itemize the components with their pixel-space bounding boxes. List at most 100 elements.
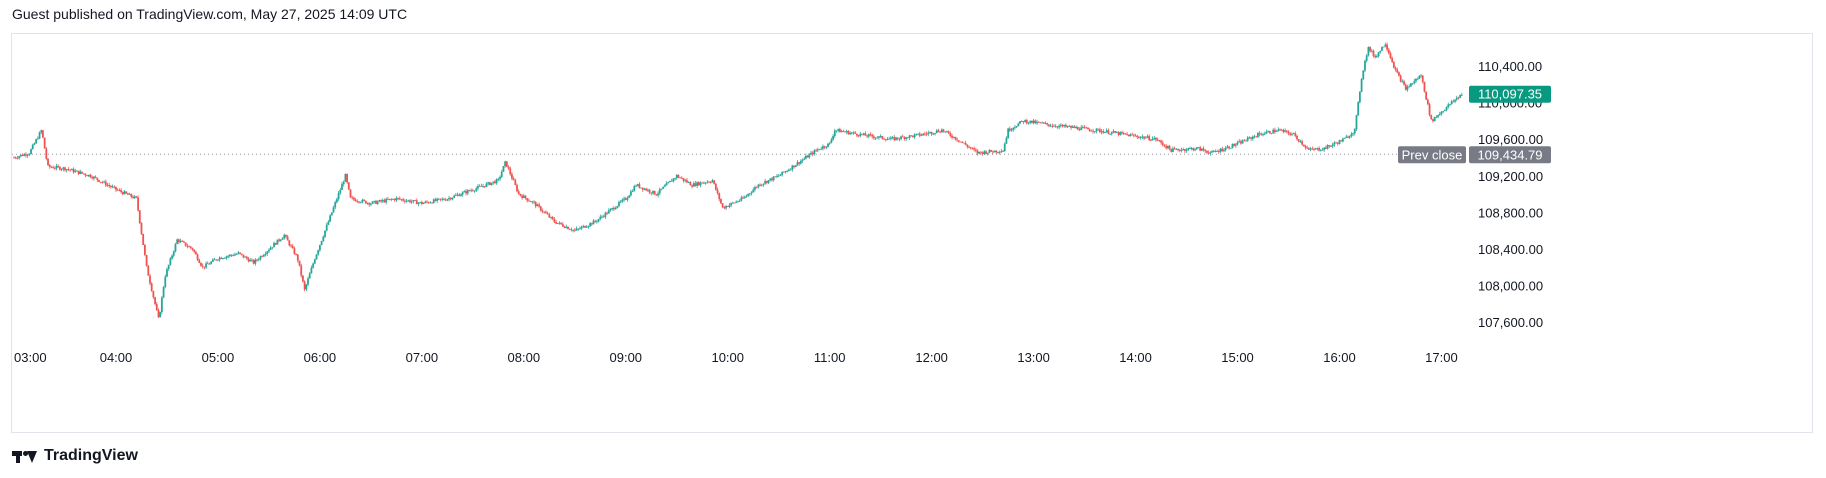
candle-body bbox=[1031, 120, 1033, 123]
candle-body bbox=[475, 188, 478, 191]
candle-body bbox=[811, 152, 814, 155]
candle-body bbox=[662, 186, 665, 189]
candle-body bbox=[174, 244, 177, 252]
candle-body bbox=[974, 149, 977, 151]
candle-body bbox=[283, 235, 286, 239]
candle-body bbox=[740, 197, 743, 201]
candle-body bbox=[1115, 132, 1118, 134]
candle-body bbox=[1316, 148, 1319, 149]
candle-body bbox=[1226, 146, 1229, 148]
candle-body bbox=[1438, 113, 1441, 116]
candle-body bbox=[521, 195, 524, 198]
candle-body bbox=[177, 239, 180, 243]
candle-body bbox=[922, 133, 925, 136]
candle-body bbox=[737, 201, 739, 203]
candle-body bbox=[417, 202, 420, 205]
candle-body bbox=[361, 199, 364, 203]
candle-body bbox=[346, 174, 349, 183]
candle-body bbox=[830, 139, 833, 143]
candle-body bbox=[1211, 151, 1213, 153]
candle-body bbox=[704, 182, 707, 184]
candle-body bbox=[1428, 104, 1431, 115]
candle-body bbox=[1394, 67, 1397, 70]
candle-body bbox=[1284, 130, 1287, 132]
candle-body bbox=[91, 177, 94, 179]
candle-body bbox=[1285, 130, 1288, 132]
candle-body bbox=[488, 182, 491, 185]
candle-body bbox=[1175, 149, 1178, 150]
candle-body bbox=[952, 136, 955, 138]
candle-body bbox=[317, 250, 320, 255]
candle-body bbox=[985, 151, 987, 154]
candle-body bbox=[1065, 124, 1067, 127]
candle-body bbox=[1292, 133, 1295, 135]
candle-body bbox=[726, 206, 729, 207]
candle-body bbox=[295, 254, 298, 255]
candle-body bbox=[1459, 94, 1462, 98]
candle-body bbox=[934, 132, 936, 134]
candle-body bbox=[74, 170, 77, 173]
candle-body bbox=[1267, 131, 1270, 132]
candle-body bbox=[614, 207, 617, 210]
candle-body bbox=[507, 166, 510, 169]
candle-body bbox=[1263, 133, 1266, 135]
candle-body bbox=[1272, 129, 1275, 134]
x-tick-label: 17:00 bbox=[1425, 350, 1458, 365]
prev-close-value-tag bbox=[1469, 146, 1551, 164]
candle-body bbox=[449, 197, 452, 200]
candle-body bbox=[646, 189, 649, 191]
candle-body bbox=[788, 169, 790, 171]
candle-body bbox=[1160, 140, 1162, 143]
candle-body bbox=[1109, 133, 1111, 135]
candle-body bbox=[1209, 152, 1212, 154]
candle-body bbox=[230, 254, 233, 256]
candle-body bbox=[529, 201, 532, 202]
candle-body bbox=[1134, 135, 1137, 137]
candle-body bbox=[232, 255, 235, 256]
candle-body bbox=[867, 134, 870, 137]
candle-body bbox=[436, 198, 439, 201]
candle-body bbox=[19, 154, 22, 157]
candle-body bbox=[1139, 137, 1142, 138]
candle-body bbox=[1401, 81, 1404, 83]
candle-body bbox=[577, 228, 580, 230]
candle-body bbox=[222, 258, 224, 260]
candle-body bbox=[844, 131, 846, 133]
candle-body bbox=[837, 129, 840, 131]
candle-body bbox=[838, 129, 841, 133]
candle-body bbox=[1350, 133, 1353, 137]
candle-body bbox=[898, 138, 901, 140]
candle-body bbox=[494, 181, 496, 184]
candle-body bbox=[485, 183, 488, 187]
candle-body bbox=[429, 202, 432, 204]
candle-body bbox=[322, 236, 325, 241]
candle-body bbox=[1098, 129, 1101, 133]
candle-body bbox=[439, 198, 442, 200]
candle-body bbox=[1025, 120, 1028, 124]
candle-body bbox=[706, 181, 709, 183]
candle-body bbox=[1370, 50, 1373, 52]
candle-body bbox=[1452, 101, 1455, 103]
candle-body bbox=[765, 181, 768, 183]
candle-body bbox=[483, 185, 486, 187]
candle-body bbox=[849, 132, 851, 135]
candle-body bbox=[1007, 128, 1010, 138]
candle-body bbox=[874, 137, 877, 139]
candle-body bbox=[888, 138, 891, 140]
candle-body bbox=[181, 240, 184, 242]
footer-brand[interactable]: TradingView bbox=[12, 447, 138, 465]
candle-body bbox=[460, 194, 462, 197]
candle-body bbox=[30, 149, 32, 155]
candle-body bbox=[920, 135, 923, 136]
candle-body bbox=[1136, 135, 1139, 138]
candle-body bbox=[1110, 132, 1113, 134]
candle-body bbox=[823, 146, 826, 148]
candle-body bbox=[171, 255, 173, 259]
candle-body bbox=[1080, 127, 1083, 131]
candle-body bbox=[150, 283, 153, 292]
chart-frame[interactable] bbox=[11, 33, 1813, 433]
candle-body bbox=[913, 134, 916, 138]
candle-body bbox=[307, 278, 309, 285]
candle-body bbox=[1029, 120, 1032, 123]
